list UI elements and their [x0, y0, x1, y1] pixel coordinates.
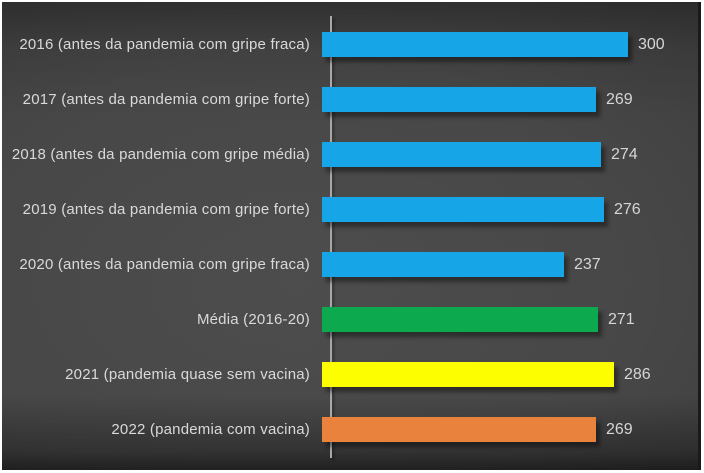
bar-track: 269	[320, 87, 701, 112]
bar-track: 286	[320, 362, 701, 387]
bar	[322, 32, 628, 57]
bar	[322, 142, 601, 167]
bar-row: 2021 (pandemia quase sem vacina) 286	[2, 347, 701, 402]
bar-row: Média (2016-20) 271	[2, 292, 701, 347]
bar-track: 300	[320, 32, 701, 57]
category-label: 2016 (antes da pandemia com gripe fraca)	[19, 36, 310, 53]
bar-track: 274	[320, 142, 701, 167]
value-axis-line	[330, 16, 332, 458]
value-label: 271	[608, 310, 635, 328]
value-label: 300	[638, 35, 665, 53]
bar-track: 269	[320, 417, 701, 442]
bar-row: 2017 (antes da pandemia com gripe forte)…	[2, 72, 701, 127]
bar	[322, 417, 596, 442]
bar-track: 276	[320, 197, 701, 222]
bar-track: 271	[320, 307, 701, 332]
bar	[322, 197, 604, 222]
bar	[322, 362, 614, 387]
category-label: 2019 (antes da pandemia com gripe forte)	[22, 201, 310, 218]
value-label: 276	[614, 200, 641, 218]
bar-row: 2018 (antes da pandemia com gripe média)…	[2, 127, 701, 182]
category-label: 2021 (pandemia quase sem vacina)	[65, 366, 310, 383]
category-label: Média (2016-20)	[196, 311, 310, 328]
bar-row: 2022 (pandemia com vacina) 269	[2, 402, 701, 457]
category-label: 2018 (antes da pandemia com gripe média)	[11, 146, 310, 163]
category-label: 2020 (antes da pandemia com gripe fraca)	[19, 256, 310, 273]
bar-row: 2020 (antes da pandemia com gripe fraca)…	[2, 237, 701, 292]
bar-row: 2019 (antes da pandemia com gripe forte)…	[2, 182, 701, 237]
bar	[322, 87, 596, 112]
bar	[322, 252, 564, 277]
category-label: 2022 (pandemia com vacina)	[111, 421, 310, 438]
value-label: 269	[606, 90, 633, 108]
bar-chart: 2016 (antes da pandemia com gripe fraca)…	[2, 17, 701, 457]
value-label: 286	[624, 365, 651, 383]
value-label: 274	[611, 145, 638, 163]
bar-row: 2016 (antes da pandemia com gripe fraca)…	[2, 17, 701, 72]
bar-track: 237	[320, 252, 701, 277]
value-label: 269	[606, 420, 633, 438]
bar	[322, 307, 598, 332]
value-label: 237	[574, 255, 601, 273]
category-label: 2017 (antes da pandemia com gripe forte)	[22, 91, 310, 108]
